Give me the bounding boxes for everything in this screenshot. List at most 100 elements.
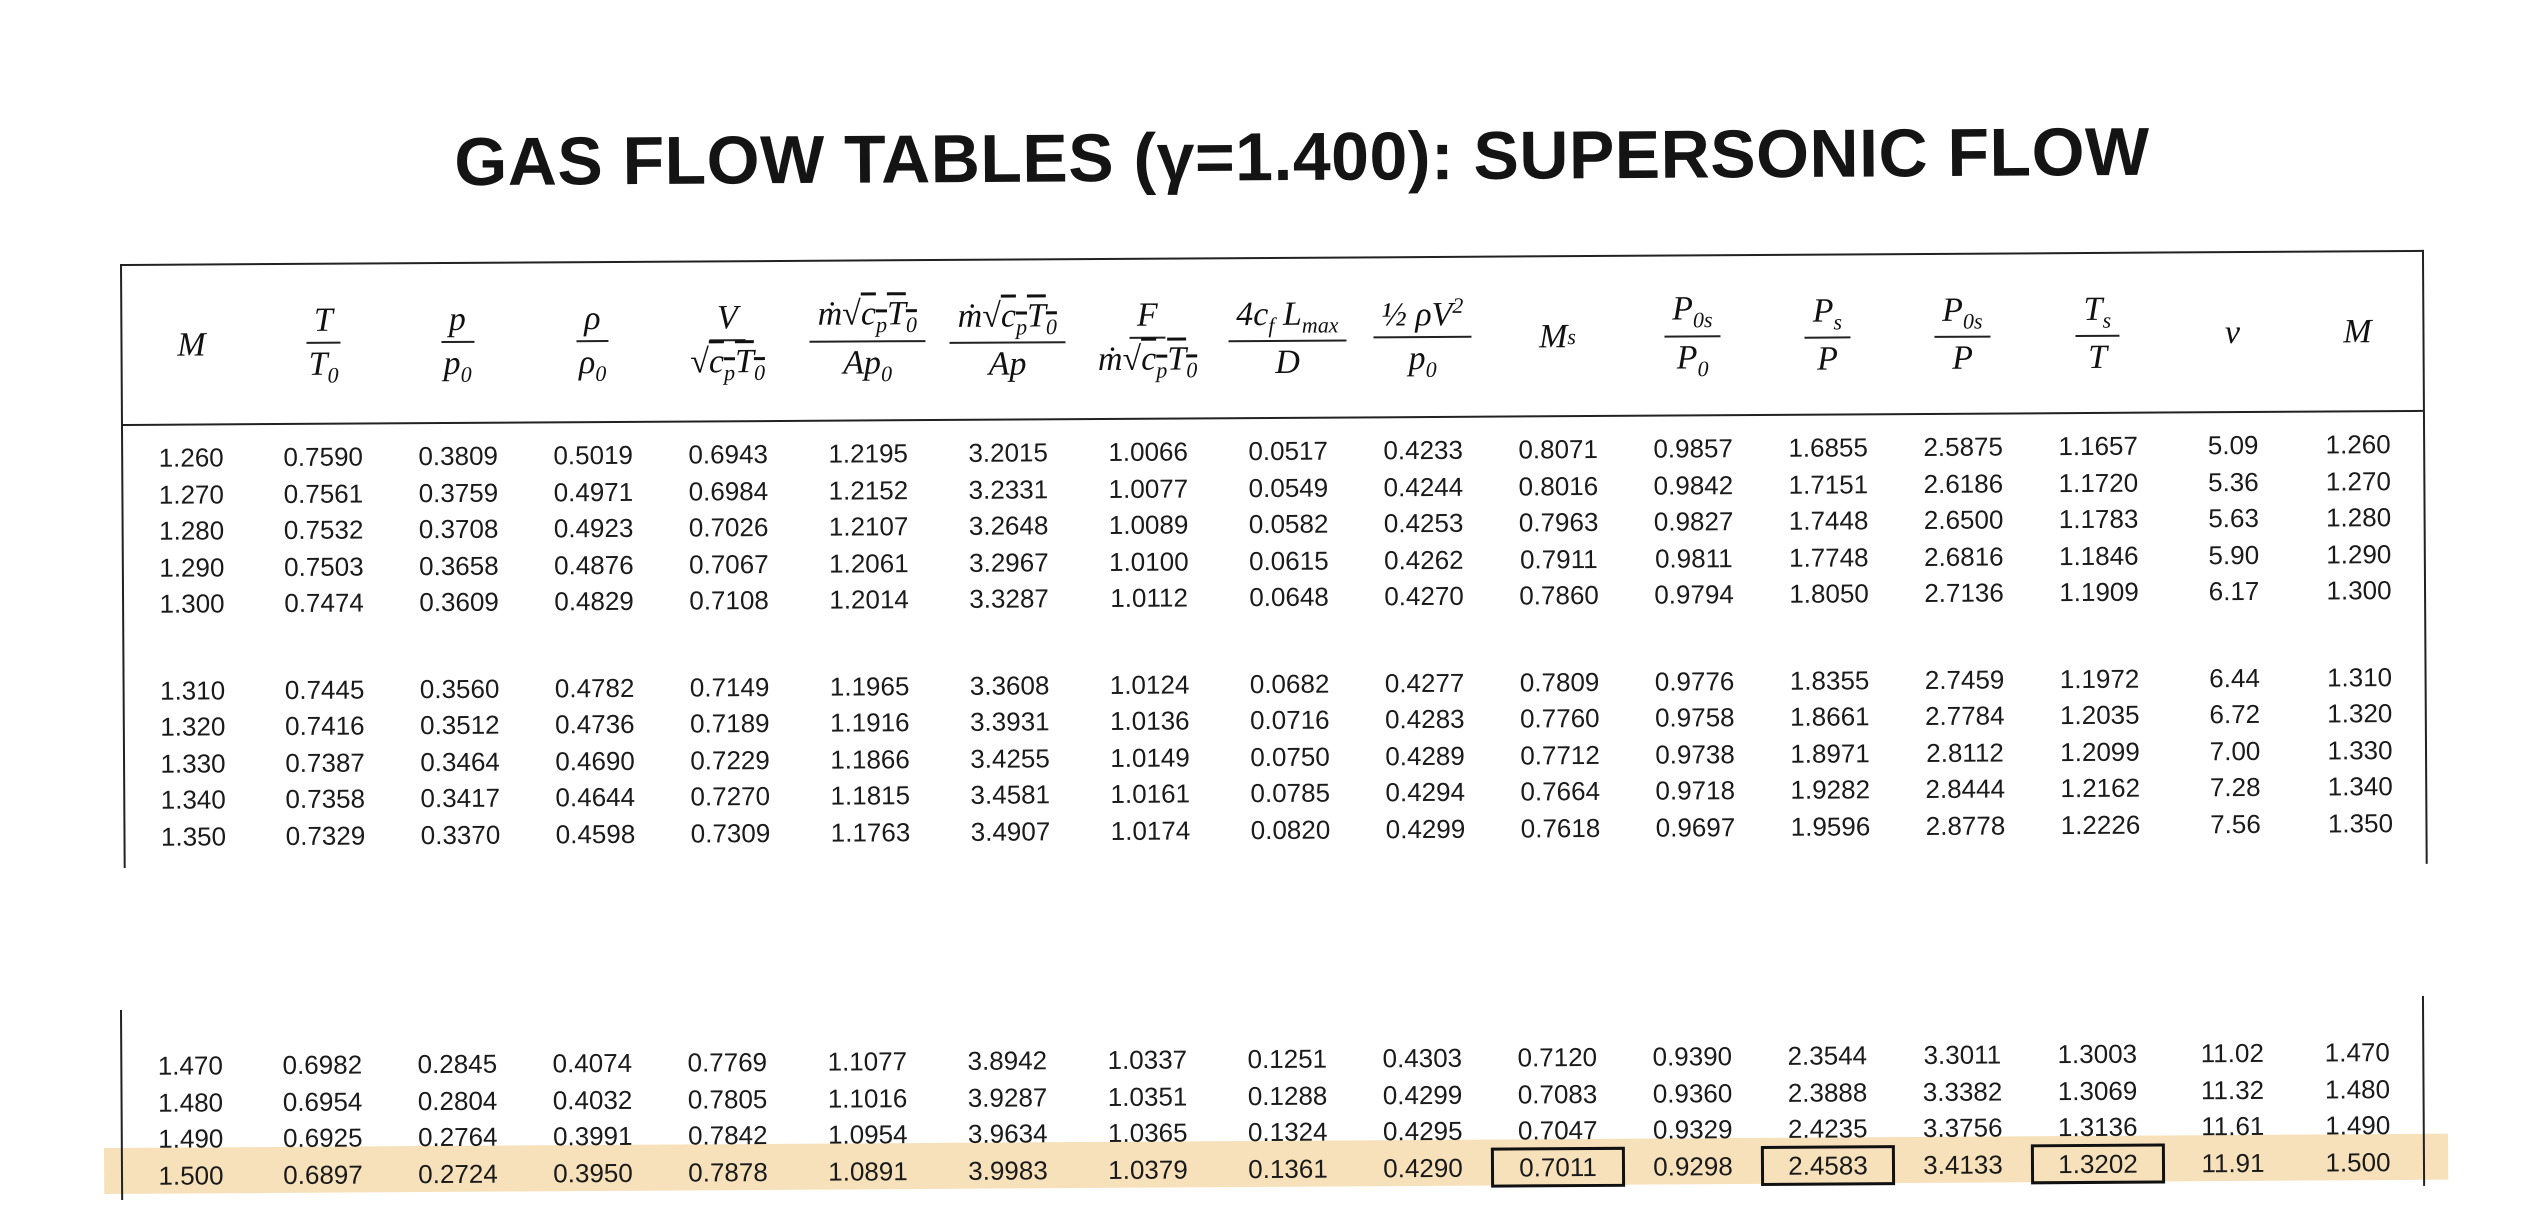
cell-shock-temperature-ratio: 1.1720 [2058,467,2139,498]
cell-shock-stagnation-ratio: 0.9794 [1654,579,1734,610]
cell-mass-flow-p: 3.9287 [967,1081,1048,1113]
cell-impulse-function: 1.0100 [1108,545,1189,577]
cell-shock-pressure-ratio: 2.4235 [1787,1113,1868,1144]
cell-friction-length: 0.0615 [1248,545,1329,576]
cell-prandtl-meyer-angle: 11.91 [2201,1147,2265,1178]
cell-prandtl-meyer-angle: 11.32 [2200,1074,2265,1105]
cell-impulse-function: 1.0174 [1110,814,1191,846]
cell-impulse-function: 1.0351 [1107,1080,1188,1112]
cell-density-ratio: 0.4829 [554,585,634,617]
cell-shock-mach: 0.7664 [1520,775,1601,807]
cell-density-ratio: 0.4923 [553,512,634,544]
cell-mach-repeat: 1.490 [2325,1110,2391,1141]
cell-prandtl-meyer-angle: 11.61 [2201,1110,2265,1142]
col-header-mass-flow-p0: ṁ√cpT0 Ap0 [797,271,938,412]
cell-shock-pressure-ratio: 1.7448 [1788,505,1869,536]
cell-mach: 1.340 [160,784,226,815]
cell-temperature-ratio: 0.7474 [284,587,364,619]
cell-density-ratio: 0.4736 [554,708,635,740]
table-gap [118,868,2428,1004]
cell-velocity-ratio: 0.7067 [688,548,769,580]
cell-shock-temperature-ratio: 1.2099 [2060,736,2140,767]
cell-shock-stagnation-static-ratio: 2.8112 [1926,737,2004,768]
cell-shock-mach: 0.8016 [1518,470,1599,501]
cell-mach-repeat: 1.480 [2324,1073,2391,1105]
cell-mach-repeat: 1.320 [2327,698,2393,729]
cell-mass-flow-p0: 1.0891 [828,1155,908,1187]
cell-impulse-function: 1.0066 [1108,436,1189,467]
cell-shock-temperature-ratio: 1.1657 [2058,430,2139,462]
cell-shock-mach: 0.7047 [1517,1114,1598,1146]
cell-pressure-ratio: 0.3370 [420,819,501,850]
cell-shock-mach: 0.7011 [1490,1146,1626,1188]
cell-mach: 1.310 [159,674,226,706]
cell-velocity-ratio: 0.6984 [688,475,769,507]
cell-mass-flow-p0: 1.0954 [827,1119,908,1150]
cell-shock-stagnation-static-ratio: 2.6816 [1923,540,2004,572]
cell-mach: 1.480 [157,1086,224,1118]
cell-mass-flow-p0: 1.1916 [829,707,910,738]
cell-mass-flow-p0: 1.2152 [828,474,909,506]
gas-flow-table-lower: 1.470 0.6982 0.2845 0.4074 0.7769 1.1077 3.894… [120,995,2426,1200]
cell-shock-pressure-ratio: 2.3544 [1787,1040,1868,1071]
cell-density-ratio: 0.4598 [555,818,636,849]
cell-mach-repeat: 1.310 [2326,661,2393,693]
cell-shock-stagnation-ratio: 0.9738 [1655,738,1735,770]
cell-mass-flow-p: 3.8942 [967,1045,1048,1076]
cell-shock-mach: 0.7083 [1517,1078,1598,1109]
cell-velocity-ratio: 0.6943 [688,439,769,470]
cell-mass-flow-p: 3.4581 [970,779,1051,810]
cell-shock-stagnation-ratio: 0.9718 [1655,775,1736,806]
cell-shock-pressure-ratio: 2.4583 [1760,1144,1896,1186]
cell-temperature-ratio: 0.6897 [283,1159,363,1190]
cell-prandtl-meyer-angle: 5.63 [2208,502,2259,534]
cell-shock-mach: 0.7860 [1519,579,1599,611]
cell-shock-stagnation-ratio: 0.9758 [1654,702,1735,733]
cell-mass-flow-p0: 1.1866 [830,743,910,775]
cell-pressure-ratio: 0.2764 [417,1121,498,1153]
cell-mass-flow-p: 3.9634 [967,1118,1048,1149]
cell-shock-stagnation-ratio: 0.9390 [1652,1041,1733,1072]
cell-density-ratio: 0.4690 [555,745,635,776]
cell-shock-stagnation-ratio: 0.9360 [1652,1077,1733,1109]
cell-friction-length: 0.1288 [1247,1080,1328,1111]
cell-shock-stagnation-ratio: 0.9842 [1653,469,1734,501]
cell-temperature-ratio: 0.6925 [282,1122,363,1154]
cell-shock-stagnation-static-ratio: 2.7784 [1924,700,2005,731]
cell-mach: 1.350 [160,820,227,852]
cell-shock-mach: 0.7120 [1517,1041,1598,1073]
cell-shock-temperature-ratio: 1.1972 [2059,663,2140,694]
cell-shock-temperature-ratio: 1.3069 [2057,1075,2138,1106]
cell-density-ratio: 0.5019 [553,439,634,471]
cell-shock-stagnation-static-ratio: 2.6500 [1923,504,2004,535]
cell-dynamic-pressure: 0.4299 [1385,813,1466,844]
cell-friction-length: 0.0517 [1248,435,1329,467]
cell-pressure-ratio: 0.3809 [418,440,499,472]
cell-impulse-function: 1.0161 [1110,778,1191,809]
cell-mass-flow-p0: 1.2107 [828,511,909,542]
cell-mach-repeat: 1.300 [2326,575,2392,606]
cell-friction-length: 0.1324 [1247,1116,1328,1148]
cell-dynamic-pressure: 0.4295 [1382,1115,1463,1147]
cell-shock-mach: 0.7809 [1519,666,1600,697]
cell-pressure-ratio: 0.3464 [420,746,500,777]
cell-impulse-function: 1.0149 [1110,741,1190,773]
cell-temperature-ratio: 0.7358 [285,783,366,814]
cell-shock-mach: 0.8071 [1518,433,1599,465]
cell-density-ratio: 0.4644 [555,781,636,813]
cell-mass-flow-p0: 1.1077 [827,1046,908,1077]
cell-impulse-function: 1.0124 [1109,668,1190,700]
cell-friction-length: 0.0716 [1249,704,1330,736]
cell-mass-flow-p0: 1.2061 [828,547,909,579]
cell-friction-length: 0.0648 [1249,581,1329,613]
cell-mach: 1.320 [160,711,226,742]
cell-prandtl-meyer-angle: 5.90 [2208,539,2260,570]
cell-shock-stagnation-static-ratio: 2.8444 [1925,773,2006,804]
cell-dynamic-pressure: 0.4262 [1383,544,1464,575]
cell-shock-temperature-ratio: 1.3003 [2057,1038,2138,1070]
cell-mach: 1.500 [158,1159,224,1191]
cell-pressure-ratio: 0.3759 [418,477,499,508]
cell-mass-flow-p0: 1.1965 [829,670,910,702]
cell-prandtl-meyer-angle: 11.02 [2200,1037,2264,1069]
cell-mach-repeat: 1.280 [2325,502,2392,533]
